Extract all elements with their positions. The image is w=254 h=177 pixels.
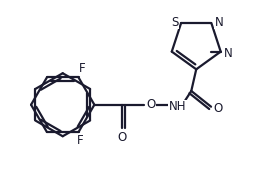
Text: O: O [117, 131, 127, 144]
Text: N: N [224, 47, 233, 60]
Text: O: O [213, 102, 223, 115]
Text: O: O [146, 98, 155, 111]
Text: N: N [215, 16, 224, 28]
Text: NH: NH [169, 100, 186, 113]
Text: S: S [171, 16, 179, 28]
Text: F: F [79, 62, 86, 75]
Text: F: F [77, 134, 84, 147]
